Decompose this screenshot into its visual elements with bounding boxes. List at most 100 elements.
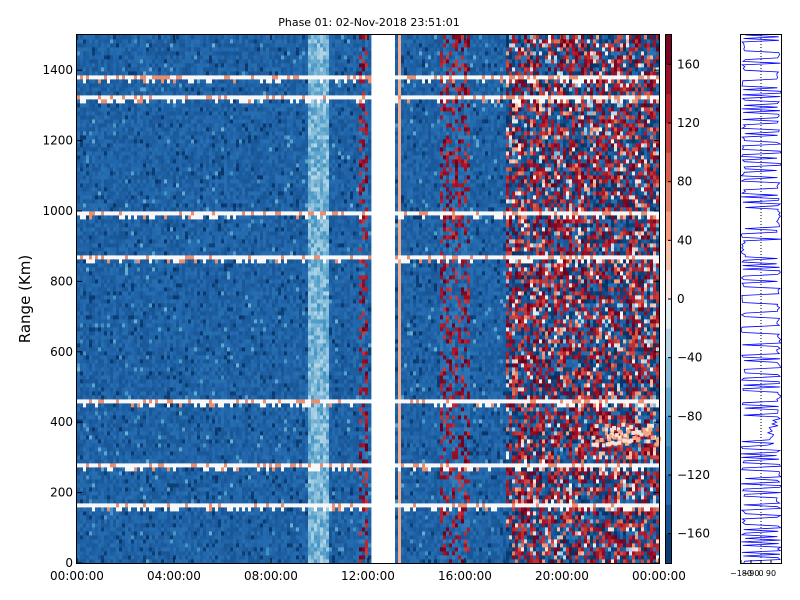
heatmap-cell bbox=[158, 515, 161, 519]
heatmap-cell bbox=[101, 107, 104, 111]
heatmap-cell bbox=[137, 51, 140, 55]
heatmap-cell bbox=[161, 235, 164, 239]
heatmap-cell bbox=[152, 411, 155, 415]
heatmap-cell bbox=[89, 47, 92, 51]
heatmap-cell bbox=[101, 43, 104, 47]
heatmap-cell bbox=[182, 115, 185, 119]
heatmap-cell bbox=[83, 559, 86, 563]
heatmap-cell bbox=[143, 463, 146, 467]
heatmap-cell bbox=[89, 83, 92, 87]
heatmap-cell bbox=[164, 275, 167, 279]
heatmap-cell bbox=[164, 523, 167, 527]
heatmap-cell bbox=[101, 267, 104, 271]
heatmap-cell bbox=[80, 111, 83, 115]
heatmap-cell bbox=[101, 271, 104, 275]
heatmap-cell bbox=[131, 207, 134, 211]
heatmap-cell bbox=[167, 391, 170, 395]
heatmap-cell bbox=[98, 399, 101, 403]
heatmap-cell bbox=[83, 375, 86, 379]
heatmap-cell bbox=[113, 107, 116, 111]
heatmap-cell bbox=[158, 259, 161, 263]
heatmap-cell bbox=[182, 199, 185, 203]
heatmap-cell bbox=[89, 131, 92, 135]
heatmap-cell bbox=[185, 271, 188, 275]
heatmap-cell bbox=[158, 203, 161, 207]
heatmap-cell bbox=[173, 319, 176, 323]
heatmap-cell bbox=[143, 99, 146, 103]
heatmap-cell bbox=[131, 195, 134, 199]
heatmap-cell bbox=[128, 75, 131, 79]
heatmap-cell bbox=[122, 387, 125, 391]
heatmap-cell bbox=[140, 199, 143, 203]
heatmap-cell bbox=[143, 251, 146, 255]
heatmap-cell bbox=[98, 115, 101, 119]
heatmap-cell bbox=[140, 343, 143, 347]
heatmap-cell bbox=[173, 127, 176, 131]
heatmap-cell bbox=[161, 195, 164, 199]
heatmap-cell bbox=[101, 475, 104, 479]
heatmap-cell bbox=[134, 383, 137, 387]
heatmap-cell bbox=[107, 203, 110, 207]
heatmap-cell bbox=[185, 135, 188, 139]
heatmap-cell bbox=[101, 239, 104, 243]
heatmap-cell bbox=[119, 487, 122, 491]
heatmap-cell bbox=[182, 39, 185, 43]
heatmap-cell bbox=[137, 219, 140, 223]
heatmap-cell bbox=[131, 511, 134, 515]
heatmap-cell bbox=[86, 235, 89, 239]
heatmap-cell bbox=[155, 71, 158, 75]
heatmap-cell bbox=[113, 407, 116, 411]
heatmap-cell bbox=[104, 511, 107, 515]
heatmap-cell bbox=[86, 407, 89, 411]
heatmap-cell bbox=[113, 439, 116, 443]
heatmap-cell bbox=[182, 247, 185, 251]
heatmap-cell bbox=[137, 83, 140, 87]
heatmap-cell bbox=[182, 451, 185, 455]
heatmap-cell bbox=[170, 307, 173, 311]
heatmap-cell bbox=[170, 415, 173, 419]
heatmap-cell bbox=[149, 255, 152, 259]
heatmap-cell bbox=[182, 467, 185, 471]
heatmap-cell bbox=[113, 359, 116, 363]
heatmap-cell bbox=[110, 319, 113, 323]
heatmap-cell bbox=[182, 519, 185, 523]
heatmap-cell bbox=[98, 239, 101, 243]
heatmap-cell bbox=[89, 507, 92, 511]
heatmap-cell bbox=[143, 39, 146, 43]
heatmap-cell bbox=[185, 403, 188, 407]
heatmap-cell bbox=[137, 143, 140, 147]
heatmap-cell bbox=[107, 511, 110, 515]
heatmap-cell bbox=[158, 215, 161, 219]
heatmap-cell bbox=[80, 483, 83, 487]
heatmap-cell bbox=[176, 163, 179, 167]
heatmap-cell bbox=[110, 171, 113, 175]
heatmap-cell bbox=[101, 451, 104, 455]
heatmap-cell bbox=[143, 495, 146, 499]
heatmap-cell bbox=[119, 539, 122, 543]
heatmap-cell bbox=[149, 535, 152, 539]
heatmap-cell bbox=[149, 79, 152, 83]
heatmap-cell bbox=[119, 55, 122, 59]
heatmap-cell bbox=[104, 227, 107, 231]
heatmap-cell bbox=[167, 351, 170, 355]
heatmap-cell bbox=[155, 75, 158, 79]
heatmap-cell bbox=[146, 259, 149, 263]
heatmap-cell bbox=[167, 267, 170, 271]
heatmap-cell bbox=[92, 239, 95, 243]
heatmap-cell bbox=[95, 443, 98, 447]
heatmap-cell bbox=[140, 203, 143, 207]
heatmap-cell bbox=[182, 391, 185, 395]
heatmap-cell bbox=[176, 387, 179, 391]
heatmap-cell bbox=[119, 103, 122, 107]
heatmap-cell bbox=[128, 167, 131, 171]
heatmap-cell bbox=[131, 99, 134, 103]
heatmap-cell bbox=[158, 531, 161, 535]
heatmap-cell bbox=[122, 527, 125, 531]
heatmap-cell bbox=[77, 439, 80, 443]
heatmap-cell bbox=[146, 503, 149, 507]
heatmap-cell bbox=[173, 111, 176, 115]
heatmap-cell bbox=[161, 327, 164, 331]
heatmap-cell bbox=[128, 507, 131, 511]
heatmap-cell bbox=[125, 183, 128, 187]
heatmap-cell bbox=[185, 507, 188, 511]
